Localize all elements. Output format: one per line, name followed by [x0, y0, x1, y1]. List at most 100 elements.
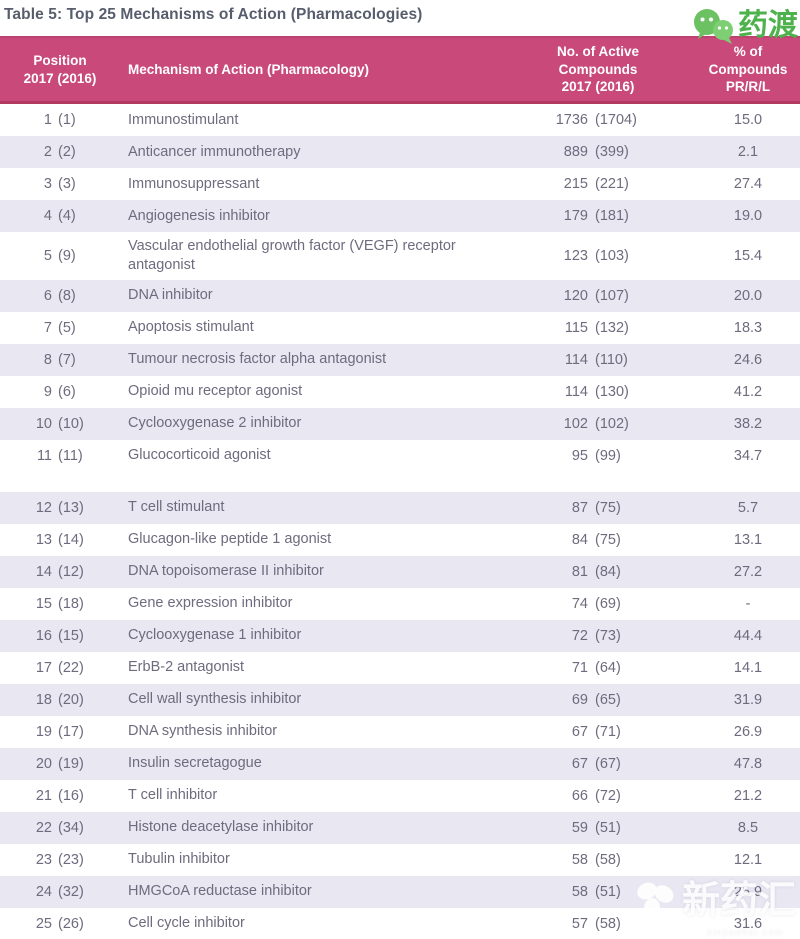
- position-2017: 7: [43, 319, 52, 336]
- position-2017: 21: [35, 787, 52, 804]
- position-2016: (32): [58, 883, 84, 900]
- table-row: 21 (16) T cell inhibitor 66 (72) 21.2: [0, 779, 800, 812]
- position-cell: 22 (34): [0, 812, 120, 844]
- mechanism-cell: Glucocorticoid agonist: [128, 447, 271, 464]
- position-2017: 23: [35, 851, 52, 868]
- compounds-2017: 67: [571, 723, 588, 740]
- page-title: Table 5: Top 25 Mechanisms of Action (Ph…: [4, 6, 423, 23]
- position-2017: 11: [36, 447, 52, 464]
- position-cell: 15 (18): [0, 588, 120, 620]
- position-2016: (16): [58, 787, 84, 804]
- compounds-cell: 215 (221): [500, 168, 696, 200]
- position-2016: (13): [58, 499, 84, 516]
- compounds-2016: (84): [595, 563, 621, 580]
- mechanism-cell: Opioid mu receptor agonist: [128, 383, 303, 400]
- pct-cell: 44.4: [733, 627, 763, 644]
- compounds-2017: 889: [563, 144, 588, 160]
- compounds-cell: 74 (69): [500, 588, 696, 620]
- table-row: 23 (23) Tubulin inhibitor 58 (58) 12.1: [0, 843, 800, 876]
- position-cell: 25 (26): [0, 908, 120, 939]
- compounds-cell: 84 (75): [500, 524, 696, 556]
- position-2016: (20): [58, 691, 84, 708]
- compounds-2017: 179: [563, 208, 588, 224]
- position-2017: 12: [35, 499, 52, 516]
- compounds-2017: 74: [571, 595, 588, 612]
- position-2016: (19): [58, 755, 84, 772]
- position-cell: 2 (2): [0, 136, 120, 168]
- pct-cell: 5.7: [737, 499, 759, 516]
- mechanism-cell: Anticancer immunotherapy: [128, 143, 301, 160]
- pct-cell: 14.1: [733, 659, 763, 676]
- compounds-cell: 95 (99): [500, 440, 696, 472]
- compounds-cell: 58 (58): [500, 844, 696, 876]
- position-2017: 20: [35, 755, 52, 772]
- compounds-cell: 889 (399): [500, 136, 696, 168]
- pct-cell: 47.8: [733, 755, 763, 772]
- position-cell: 5 (9): [0, 232, 120, 280]
- compounds-2017: 66: [571, 787, 588, 804]
- compounds-cell: 115 (132): [500, 312, 696, 344]
- compounds-2017: 84: [571, 531, 588, 548]
- compounds-cell: 114 (130): [500, 376, 696, 408]
- pct-cell: 8.5: [737, 819, 759, 836]
- column-header-mechanism: Mechanism of Action (Pharmacology): [128, 61, 370, 77]
- position-2017: 1: [43, 112, 52, 128]
- column-header-position: Position 2017 (2016): [23, 52, 97, 86]
- compounds-2016: (72): [595, 787, 621, 804]
- pct-cell: -: [745, 595, 751, 612]
- position-cell: 18 (20): [0, 684, 120, 716]
- pct-cell: 15.4: [733, 247, 763, 264]
- position-2016: (4): [58, 208, 76, 224]
- compounds-2017: 72: [571, 627, 588, 644]
- compounds-2016: (103): [595, 247, 629, 264]
- compounds-2017: 67: [571, 755, 588, 772]
- compounds-2016: (73): [595, 627, 621, 644]
- position-2017: 24: [35, 883, 52, 900]
- position-cell: 20 (19): [0, 748, 120, 780]
- position-2016: (18): [58, 595, 84, 612]
- compounds-2016: (58): [595, 851, 621, 868]
- mechanism-cell: Histone deacetylase inhibitor: [128, 819, 314, 836]
- table-row: 7 (5) Apoptosis stimulant 115 (132) 18.3: [0, 311, 800, 344]
- compounds-2017: 123: [563, 247, 588, 264]
- compounds-2016: (51): [595, 819, 621, 836]
- compounds-cell: 57 (58): [500, 908, 696, 939]
- position-2016: (7): [58, 351, 76, 368]
- row-gap: [0, 471, 800, 492]
- mechanism-cell: Cell cycle inhibitor: [128, 915, 245, 932]
- position-cell: 8 (7): [0, 344, 120, 376]
- mechanism-cell: Gene expression inhibitor: [128, 595, 293, 612]
- compounds-cell: 72 (73): [500, 620, 696, 652]
- compounds-cell: 59 (51): [500, 812, 696, 844]
- position-2017: 8: [43, 351, 52, 368]
- mechanism-cell: Immunosuppressant: [128, 175, 260, 192]
- position-2016: (14): [58, 531, 84, 548]
- mechanism-cell: DNA synthesis inhibitor: [128, 723, 278, 740]
- position-2016: (15): [58, 627, 84, 644]
- compounds-2017: 87: [571, 499, 588, 516]
- position-2017: 17: [35, 659, 52, 676]
- compounds-2017: 102: [563, 415, 588, 432]
- compounds-2017: 120: [563, 287, 588, 304]
- position-2016: (22): [58, 659, 84, 676]
- compounds-2016: (75): [595, 531, 621, 548]
- compounds-2017: 59: [571, 819, 588, 836]
- compounds-2016: (102): [595, 415, 629, 432]
- pct-cell: 25.9: [733, 883, 763, 900]
- compounds-2017: 1736: [555, 112, 588, 128]
- compounds-2017: 215: [563, 176, 588, 192]
- compounds-2016: (69): [595, 595, 621, 612]
- position-cell: 16 (15): [0, 620, 120, 652]
- table-row: 6 (8) DNA inhibitor 120 (107) 20.0: [0, 279, 800, 312]
- compounds-2016: (65): [595, 691, 621, 708]
- pct-cell: 12.1: [733, 851, 763, 868]
- compounds-cell: 71 (64): [500, 652, 696, 684]
- watermark-text: 新药汇: [681, 878, 796, 922]
- table-row: 9 (6) Opioid mu receptor agonist 114 (13…: [0, 375, 800, 408]
- column-header-compounds: No. of Active Compounds 2017 (2016): [556, 44, 639, 95]
- compounds-2016: (221): [595, 176, 629, 192]
- position-2017: 14: [35, 563, 52, 580]
- table-row: 17 (22) ErbB-2 antagonist 71 (64) 14.1: [0, 651, 800, 684]
- table-row: 11 (11) Glucocorticoid agonist 95 (99) 3…: [0, 439, 800, 472]
